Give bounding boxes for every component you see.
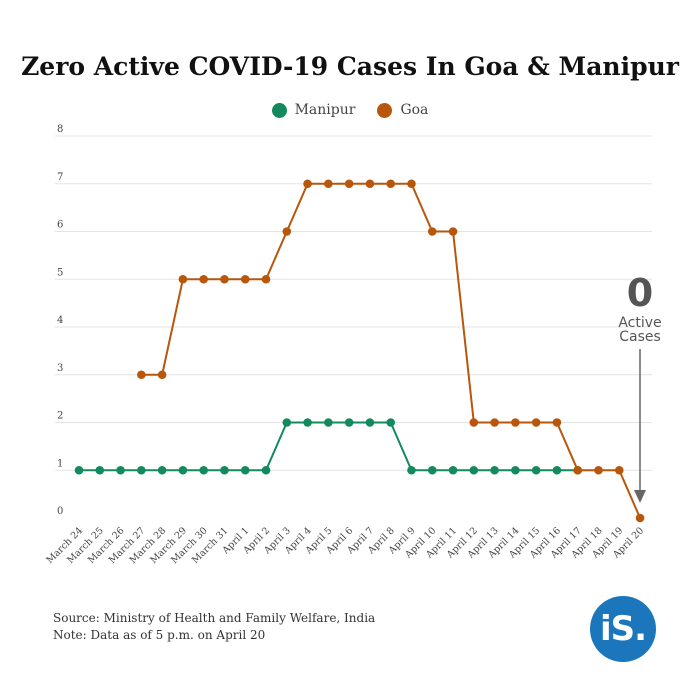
data-point-goa — [178, 274, 188, 284]
y-tick-label: 3 — [57, 363, 63, 374]
data-point-goa — [490, 418, 499, 427]
data-point-goa — [220, 274, 229, 284]
brand-logo: iS. — [590, 596, 656, 662]
data-point-manipur — [324, 418, 333, 427]
data-point-goa — [573, 465, 583, 475]
data-point-manipur — [240, 465, 250, 475]
data-point-goa — [531, 418, 541, 427]
source-note: Source: Ministry of Health and Family We… — [53, 611, 376, 625]
legend: Manipur Goa — [0, 102, 700, 118]
data-point-manipur — [407, 465, 416, 475]
y-tick-label: 6 — [57, 220, 63, 231]
data-point-goa — [157, 370, 167, 380]
series-line-goa — [141, 182, 641, 519]
data-point-goa — [137, 370, 146, 380]
data-point-manipur — [469, 465, 479, 475]
annotation-arrowhead — [634, 490, 646, 503]
legend-marker-manipur — [271, 102, 287, 118]
legend-marker-goa — [377, 102, 393, 118]
footer: Source: Ministry of Health and Family We… — [53, 610, 375, 644]
data-point-goa — [282, 227, 292, 236]
series-line-manipur — [79, 421, 578, 472]
data-point-goa — [614, 465, 624, 475]
data-point-manipur — [531, 465, 541, 475]
data-point-manipur — [282, 418, 292, 427]
data-point-manipur — [448, 465, 458, 475]
data-point-manipur — [386, 418, 396, 427]
data-point-manipur — [552, 465, 562, 475]
data-point-manipur — [303, 418, 312, 427]
annotation-label-line2: Cases — [619, 329, 661, 345]
data-point-manipur — [261, 465, 271, 475]
data-point-manipur — [178, 465, 188, 475]
data-point-goa — [386, 179, 396, 189]
data-point-goa — [635, 513, 645, 523]
legend-label-goa: Goa — [400, 102, 429, 118]
data-point-manipur — [490, 465, 499, 475]
y-tick-label: 7 — [57, 172, 63, 183]
y-tick-label: 1 — [57, 458, 63, 469]
chart-title: Zero Active COVID-19 Cases In Goa & Mani… — [21, 52, 679, 81]
y-tick-label: 5 — [57, 267, 63, 278]
data-point-goa — [448, 227, 458, 236]
data-point-manipur — [116, 465, 125, 475]
y-tick-label: 0 — [57, 506, 63, 517]
annotation-value: 0 — [627, 271, 653, 315]
legend-item-manipur: Manipur — [271, 102, 356, 118]
data-point-goa — [261, 274, 271, 284]
data-note: Note: Data as of 5 p.m. on April 20 — [53, 628, 266, 642]
data-point-goa — [594, 465, 603, 475]
data-point-manipur — [137, 465, 146, 475]
data-point-goa — [427, 227, 437, 236]
data-point-goa — [365, 179, 375, 189]
data-point-goa — [199, 274, 208, 284]
data-point-goa — [511, 418, 520, 427]
y-tick-label: 8 — [57, 124, 63, 135]
data-point-manipur — [74, 465, 84, 475]
data-point-goa — [303, 179, 312, 189]
y-tick-label: 4 — [57, 315, 63, 326]
y-tick-label: 2 — [57, 411, 63, 422]
data-point-goa — [469, 418, 479, 427]
data-point-manipur — [365, 418, 375, 427]
legend-item-goa: Goa — [377, 102, 428, 118]
data-point-manipur — [427, 465, 437, 475]
data-point-manipur — [199, 465, 208, 475]
annotation-label-line1: Active — [618, 315, 661, 331]
data-point-goa — [240, 274, 250, 284]
data-point-manipur — [220, 465, 229, 475]
data-point-manipur — [157, 465, 167, 475]
data-point-goa — [324, 179, 333, 189]
data-point-manipur — [511, 465, 520, 475]
legend-label-manipur: Manipur — [294, 102, 356, 118]
data-point-manipur — [95, 465, 105, 475]
data-point-manipur — [344, 418, 354, 427]
data-point-goa — [344, 179, 354, 189]
data-point-goa — [552, 418, 562, 427]
data-point-goa — [407, 179, 416, 189]
